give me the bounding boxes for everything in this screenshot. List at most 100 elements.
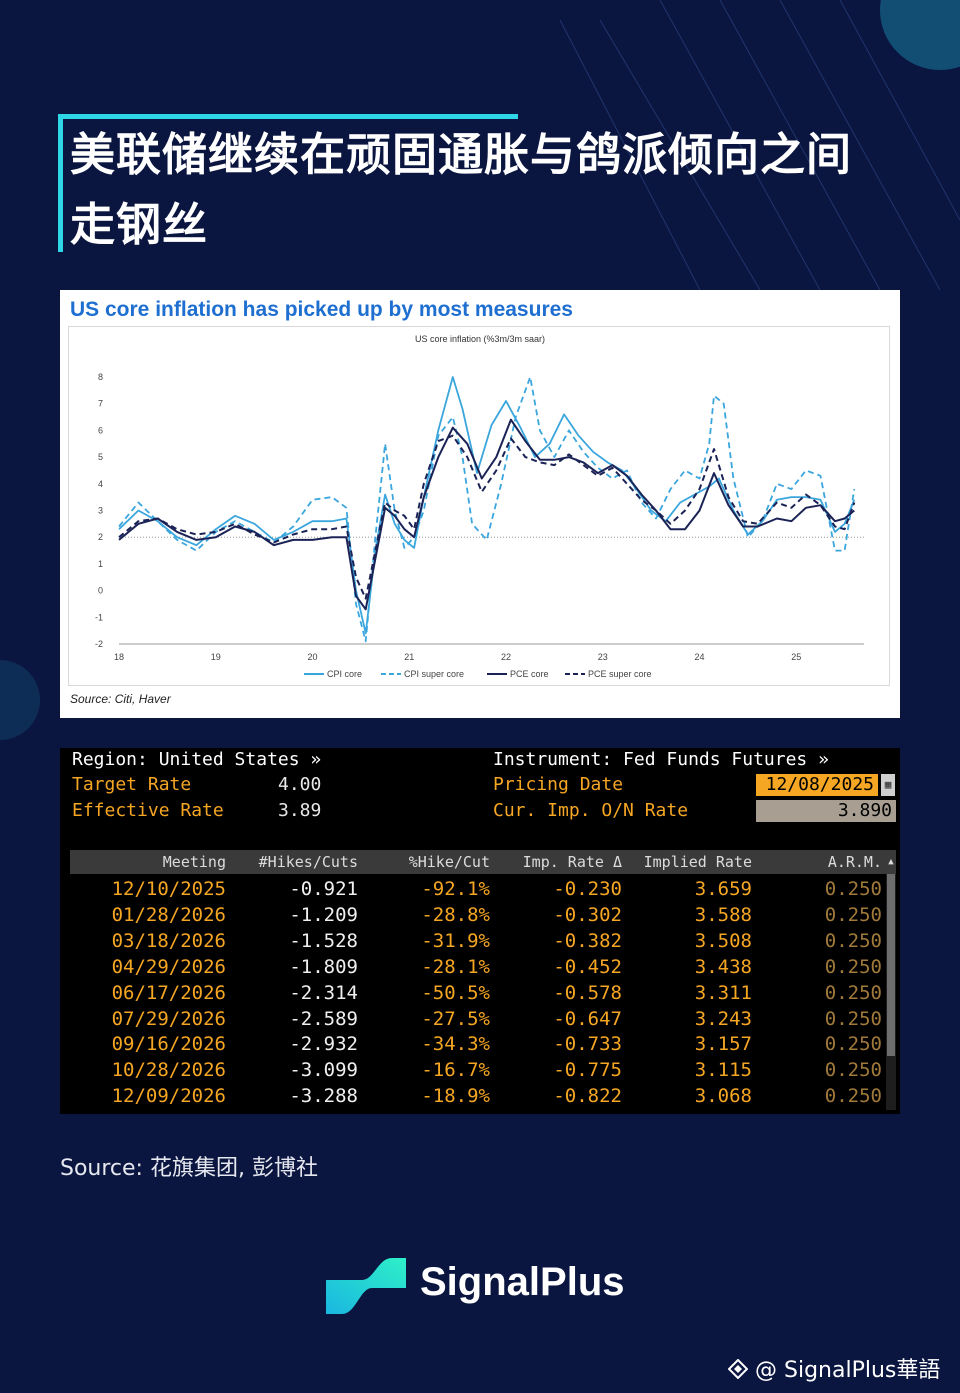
y-tick-label: 5 xyxy=(98,452,103,462)
table-cell: -2.314 xyxy=(289,981,358,1004)
chart-heading: US core inflation has picked up by most … xyxy=(70,298,573,321)
table-cell: -0.452 xyxy=(553,955,622,978)
effective-rate-label: Effective Rate xyxy=(72,800,224,821)
table-cell: 3.659 xyxy=(694,878,752,900)
table-cell: 12/09/2026 xyxy=(111,1085,226,1108)
table-cell: -0.647 xyxy=(553,1007,622,1030)
x-tick-label: 18 xyxy=(114,652,124,662)
table-cell: 0.250 xyxy=(824,981,882,1004)
target-rate-value: 4.00 xyxy=(278,774,322,795)
x-tick-label: 21 xyxy=(404,652,414,662)
table-cell: -0.733 xyxy=(553,1033,622,1056)
col-hikes-cuts[interactable]: #Hikes/Cuts xyxy=(258,853,358,871)
table-cell: 3.068 xyxy=(694,1085,752,1108)
col-pct-hike-cut[interactable]: %Hike/Cut xyxy=(408,853,490,871)
table-row[interactable]: 04/29/2026 -1.809 -28.1% -0.452 3.438 0.250 xyxy=(70,954,882,980)
watermark: @ SignalPlus華語 xyxy=(728,1352,940,1384)
table-cell: 3.311 xyxy=(694,981,752,1004)
table-cell: -27.5% xyxy=(421,1007,490,1030)
table-cell: -0.822 xyxy=(553,1085,622,1108)
effective-rate-value: 3.89 xyxy=(278,800,322,821)
watermark-text: @ SignalPlus華語 xyxy=(755,1358,941,1383)
y-tick-label: -2 xyxy=(95,639,103,649)
table-cell: 06/17/2026 xyxy=(111,981,226,1004)
table-cell: -31.9% xyxy=(421,929,490,952)
cur-imp-rate-label: Cur. Imp. O/N Rate xyxy=(493,800,689,821)
headline-line-1: 美联储继续在顽固通胀与鸽派倾向之间 xyxy=(70,128,853,181)
headline-accent-bar-left xyxy=(58,114,63,252)
table-cell: 3.508 xyxy=(694,929,752,952)
legend-entry: PCE core xyxy=(510,669,549,679)
table-row[interactable]: 06/17/2026 -2.314 -50.5% -0.578 3.311 0.250 xyxy=(70,980,882,1006)
table-row[interactable]: 01/28/2026 -1.209 -28.8% -0.302 3.588 0.250 xyxy=(70,902,882,928)
table-cell: -28.8% xyxy=(421,903,490,926)
table-row[interactable]: 03/18/2026 -1.528 -31.9% -0.382 3.508 0.250 xyxy=(70,928,882,954)
table-cell: 0.250 xyxy=(824,1007,882,1030)
table-cell: -28.1% xyxy=(421,955,490,978)
table-cell: -2.589 xyxy=(289,1007,358,1030)
table-cell: 3.243 xyxy=(694,1007,752,1030)
legend-entry: PCE super core xyxy=(588,669,652,679)
table-cell: -50.5% xyxy=(421,981,490,1004)
y-tick-label: -1 xyxy=(95,612,103,622)
scrollbar-thumb[interactable] xyxy=(887,874,895,1056)
table-cell: -0.775 xyxy=(553,1059,622,1082)
signalplus-logo-icon xyxy=(326,1258,406,1314)
legend-entry: CPI super core xyxy=(404,669,464,679)
y-tick-label: 4 xyxy=(98,479,103,489)
table-row[interactable]: 12/10/2025 -0.921 -92.1% -0.230 3.659 0.250 xyxy=(70,876,882,902)
table-cell: 3.157 xyxy=(694,1033,752,1056)
table-cell: -0.921 xyxy=(289,878,358,900)
headline-line-2: 走钢丝 xyxy=(70,198,209,251)
chart-source: Source: Citi, Haver xyxy=(70,692,171,706)
table-cell: 10/28/2026 xyxy=(111,1059,226,1082)
cur-imp-rate-value: 3.890 xyxy=(756,800,896,822)
y-tick-label: 2 xyxy=(98,532,103,542)
table-row[interactable]: 12/09/2026 -3.288 -18.9% -0.822 3.068 0.250 xyxy=(70,1083,882,1109)
table-cell: 3.115 xyxy=(694,1059,752,1082)
col-meeting[interactable]: Meeting xyxy=(162,853,226,871)
scroll-up-icon[interactable]: ▲ xyxy=(888,857,894,867)
legend-entry: CPI core xyxy=(327,669,362,679)
col-implied-rate[interactable]: Implied Rate xyxy=(643,853,752,871)
inflation-line-chart: US core inflation (%3m/3m saar)876543210… xyxy=(95,334,864,679)
table-row[interactable]: 07/29/2026 -2.589 -27.5% -0.647 3.243 0.250 xyxy=(70,1006,882,1032)
headline: 美联储继续在顽固通胀与鸽派倾向之间 走钢丝 xyxy=(70,120,900,260)
table-cell: -0.302 xyxy=(553,903,622,926)
table-cell: 0.250 xyxy=(824,903,882,926)
x-tick-label: 22 xyxy=(501,652,511,662)
brand-name: SignalPlus xyxy=(420,1260,625,1304)
headline-block: 美联储继续在顽固通胀与鸽派倾向之间 走钢丝 xyxy=(58,114,898,252)
table-cell: 0.250 xyxy=(824,955,882,978)
series-line-pce-core xyxy=(118,418,855,611)
region-selector[interactable]: Region: United States » xyxy=(72,749,322,770)
col-imp-rate-delta[interactable]: Imp. Rate Δ xyxy=(522,853,622,871)
table-cell: 3.588 xyxy=(694,903,752,926)
table-cell: -92.1% xyxy=(421,878,490,900)
table-cell: -0.382 xyxy=(553,929,622,952)
table-cell: -16.7% xyxy=(421,1059,490,1082)
table-cell: -0.230 xyxy=(553,878,622,900)
instrument-selector[interactable]: Instrument: Fed Funds Futures » xyxy=(493,749,829,770)
y-tick-label: 8 xyxy=(98,372,103,382)
col-arm[interactable]: A.R.M. xyxy=(827,853,882,871)
table-row[interactable]: 10/28/2026 -3.099 -16.7% -0.775 3.115 0.250 xyxy=(70,1057,882,1083)
table-cell: -1.809 xyxy=(289,955,358,978)
table-header: Meeting #Hikes/Cuts %Hike/Cut Imp. Rate … xyxy=(70,850,896,874)
table-cell: 3.438 xyxy=(694,955,752,978)
table-cell: 03/18/2026 xyxy=(111,929,226,952)
y-tick-label: 7 xyxy=(98,399,103,409)
table-cell: -0.578 xyxy=(553,981,622,1004)
y-tick-label: 6 xyxy=(98,425,103,435)
table-cell: 0.250 xyxy=(824,1059,882,1082)
pricing-date-input[interactable]: 12/08/2025 xyxy=(756,774,878,796)
calendar-icon[interactable]: ▦ xyxy=(881,774,895,796)
fed-funds-futures-panel: Region: United States » Instrument: Fed … xyxy=(60,748,900,1114)
series-line-cpi-super-core xyxy=(118,376,856,643)
table-row[interactable]: 09/16/2026 -2.932 -34.3% -0.733 3.157 0.250 xyxy=(70,1031,882,1057)
table-cell: 0.250 xyxy=(824,1085,882,1108)
x-tick-label: 20 xyxy=(307,652,317,662)
table-cell: -2.932 xyxy=(289,1033,358,1056)
x-tick-label: 23 xyxy=(598,652,608,662)
series-line-cpi-core xyxy=(118,376,856,635)
